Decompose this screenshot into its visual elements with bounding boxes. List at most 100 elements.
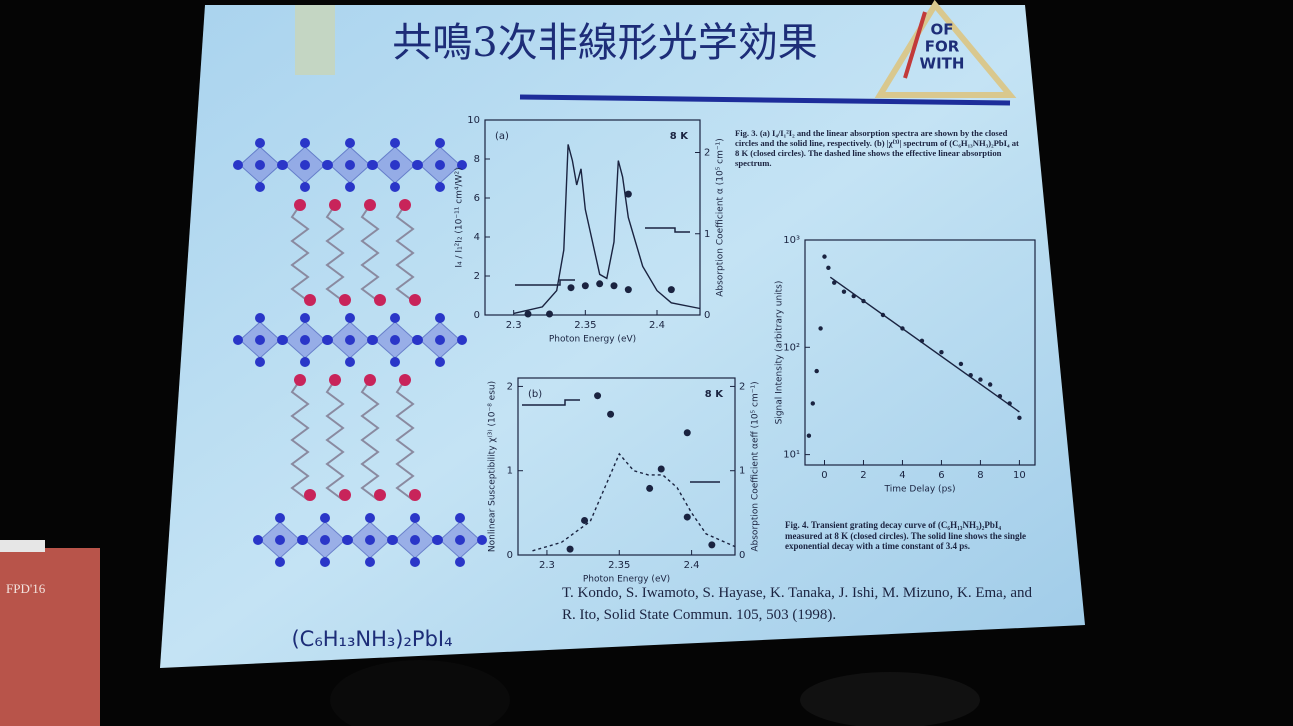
atom	[413, 160, 423, 170]
y2-tick-label: 0	[704, 310, 710, 321]
data-point	[646, 485, 653, 492]
atom	[390, 335, 400, 345]
x-tick-label: 8	[977, 470, 983, 481]
atom	[278, 335, 288, 345]
data-point	[988, 382, 992, 386]
x-tick-label: 2.3	[506, 320, 522, 331]
atom	[435, 357, 445, 367]
atom	[275, 513, 285, 523]
audience-head	[800, 672, 980, 726]
atom	[233, 335, 243, 345]
atom	[435, 335, 445, 345]
y-tick-label: 0	[507, 550, 513, 561]
slide-title: 共鳴3次非線形光学効果	[392, 20, 817, 66]
y-tick-label: 0	[474, 310, 480, 321]
atom	[255, 160, 265, 170]
atom	[320, 535, 330, 545]
data-point	[607, 411, 614, 418]
atom	[368, 335, 378, 345]
y-tick-label: 6	[474, 193, 480, 204]
atom	[255, 313, 265, 323]
x-tick-label: 2.3	[539, 560, 555, 571]
atom	[323, 160, 333, 170]
atom	[345, 182, 355, 192]
data-point	[684, 514, 691, 521]
atom	[255, 138, 265, 148]
reference-line: T. Kondo, S. Iwamoto, S. Hayase, K. Tana…	[562, 583, 1082, 605]
podium-lamp	[0, 540, 45, 552]
atom	[477, 535, 487, 545]
podium-label: FPD'16	[6, 581, 46, 596]
atom	[399, 374, 411, 386]
x-axis-label: Photon Energy (eV)	[549, 335, 636, 345]
y2-tick-label: 1	[739, 466, 745, 477]
data-point	[814, 369, 818, 373]
data-point	[811, 401, 815, 405]
atom	[433, 535, 443, 545]
atom	[435, 313, 445, 323]
atom	[410, 513, 420, 523]
data-point	[568, 284, 575, 291]
atom	[300, 138, 310, 148]
atom	[365, 513, 375, 523]
x-tick-label: 2.35	[608, 560, 630, 571]
y-tick-label: 10²	[783, 342, 800, 353]
data-point	[978, 377, 982, 381]
panel-label: (b)	[528, 389, 542, 400]
y2-axis-label: Absorption Coefficient αeff (10⁵ cm⁻¹)	[751, 381, 761, 551]
atom	[339, 489, 351, 501]
y-tick-label: 10	[467, 115, 480, 126]
data-point	[611, 282, 618, 289]
atom	[278, 160, 288, 170]
atom	[364, 199, 376, 211]
atom	[455, 513, 465, 523]
atom	[455, 535, 465, 545]
data-point	[822, 254, 826, 258]
data-point	[959, 362, 963, 366]
data-point	[658, 466, 665, 473]
atom	[390, 357, 400, 367]
y-tick-label: 1	[507, 466, 513, 477]
atom	[455, 557, 465, 567]
atom	[390, 138, 400, 148]
atom	[275, 557, 285, 567]
audience-head	[330, 660, 510, 726]
x-tick-label: 2.4	[684, 560, 700, 571]
data-point	[625, 286, 632, 293]
data-point	[708, 541, 715, 548]
atom	[304, 489, 316, 501]
atom	[339, 294, 351, 306]
data-point	[807, 434, 811, 438]
data-point	[567, 546, 574, 553]
atom	[409, 489, 421, 501]
logo-text: WITH	[920, 55, 965, 73]
data-point	[594, 392, 601, 399]
x-tick-label: 0	[821, 470, 827, 481]
data-point	[668, 286, 675, 293]
atom	[233, 160, 243, 170]
atom	[399, 199, 411, 211]
y-axis-label: Nonlinear Susceptibility χ⁽³⁾ (10⁻⁸ esu)	[488, 381, 498, 552]
data-point	[525, 311, 532, 318]
atom	[255, 357, 265, 367]
atom	[294, 199, 306, 211]
y-tick-label: 4	[474, 232, 480, 243]
atom	[300, 182, 310, 192]
reference-line: R. Ito, Solid State Commun. 105, 503 (19…	[562, 605, 1082, 627]
atom	[320, 557, 330, 567]
atom	[255, 182, 265, 192]
logo-text: OF	[931, 21, 954, 39]
slide-accent	[295, 5, 335, 75]
atom	[345, 138, 355, 148]
atom	[343, 535, 353, 545]
data-point	[826, 266, 830, 270]
atom	[275, 535, 285, 545]
atom	[345, 357, 355, 367]
atom	[294, 374, 306, 386]
y2-tick-label: 0	[739, 550, 745, 561]
atom	[345, 160, 355, 170]
caption: Fig. 4. Transient grating decay curve of…	[785, 520, 1040, 552]
atom	[329, 374, 341, 386]
atom	[435, 182, 445, 192]
panel-label: (a)	[495, 131, 509, 142]
